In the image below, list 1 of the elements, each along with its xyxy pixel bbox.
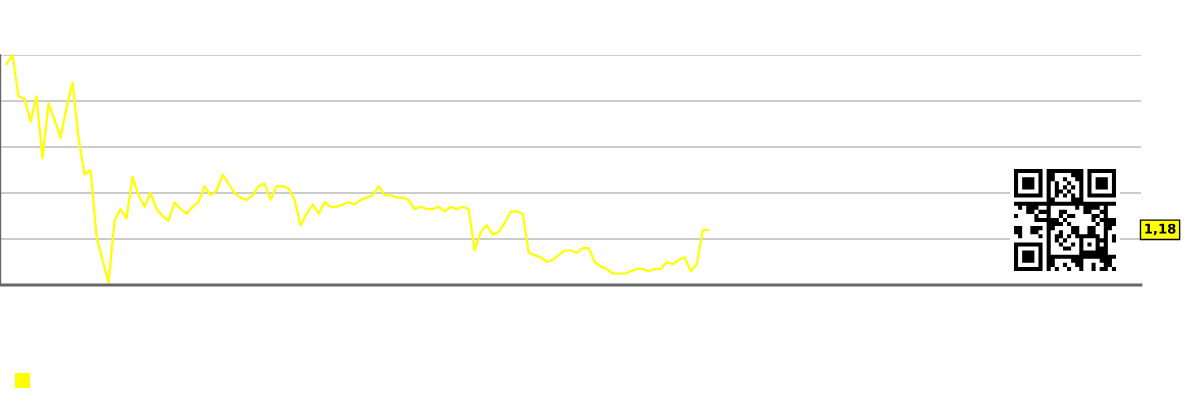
annotation: 1,18: [1145, 223, 1176, 236]
